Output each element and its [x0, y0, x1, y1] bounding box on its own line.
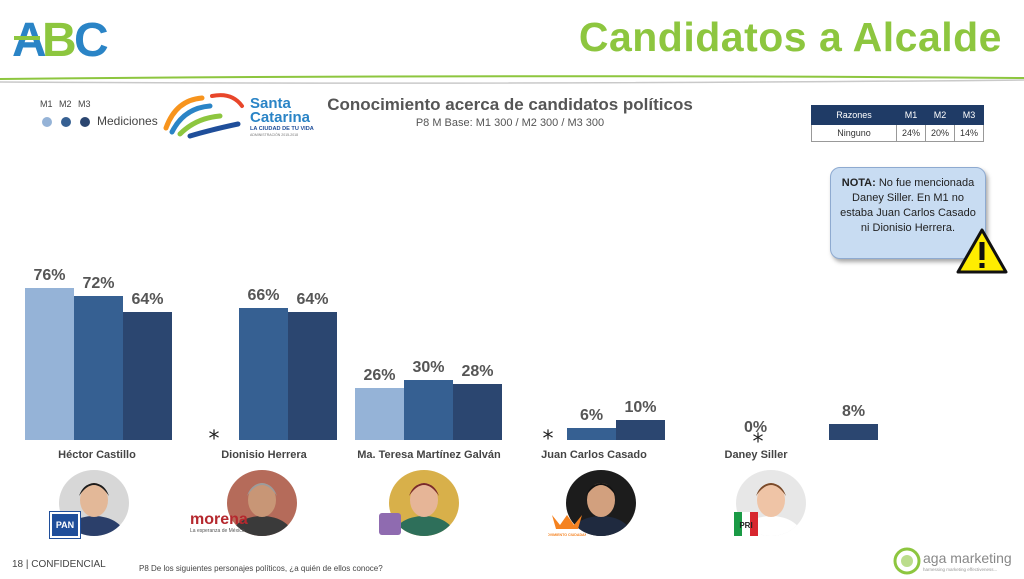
svg-text:C: C [74, 14, 109, 60]
reasons-cell: 24% [896, 124, 926, 142]
pri-party-logo: PRI [734, 512, 758, 536]
sponsor-line2: Catarina [250, 109, 311, 126]
data-label: 72% [82, 275, 114, 292]
asterisk-marker: * [753, 430, 764, 455]
sponsor-tagline: LA CIUDAD DE TU VIDA [250, 126, 314, 132]
bar-m3 [123, 312, 172, 440]
asterisk-marker: * [209, 427, 220, 452]
legend-m1-label: M1 [40, 99, 53, 109]
chart-title: Conocimiento acerca de candidatos políti… [327, 95, 693, 114]
reasons-header-0: Razones [811, 105, 897, 125]
reasons-table: Razones M1 M2 M3 Ninguno 24% 20% 14% [811, 105, 984, 142]
bar-m2 [239, 308, 288, 440]
category-label: Ma. Teresa Martínez Galván [357, 449, 501, 461]
bar-chart: 76% 72% 64% Héctor Castillo 66% 64% Dionisio H… [25, 267, 878, 461]
data-label: 10% [624, 399, 656, 416]
bar-m3 [829, 424, 878, 440]
mc-text: MOVIMIENTO CIUDADANO [548, 533, 586, 537]
legend-m1-dot [42, 117, 52, 127]
bar-m3 [453, 384, 502, 440]
bar-m2 [74, 296, 123, 440]
warning-icon [956, 228, 1008, 274]
page-number: 18 [12, 559, 24, 570]
data-label: 66% [247, 287, 279, 304]
svg-text:B: B [42, 14, 75, 60]
footer-page: 18 | CONFIDENCIAL [12, 559, 106, 570]
data-label: 26% [363, 367, 395, 384]
bar-m1 [355, 388, 404, 440]
data-label: 6% [580, 407, 603, 424]
sponsor-small: ADMINISTRACIÓN 2015-2018 [250, 132, 298, 137]
data-label: 64% [296, 291, 328, 308]
legend-m2-label: M2 [59, 99, 72, 109]
series-legend-dots [42, 114, 99, 132]
candidate-photo [566, 470, 636, 536]
reasons-header-2: M2 [925, 105, 955, 125]
reasons-header-3: M3 [954, 105, 984, 125]
legend-caption: Mediciones [97, 114, 158, 128]
pan-party-logo: PAN [49, 511, 81, 539]
santa-catarina-logo: Santa Catarina LA CIUDAD DE TU VIDA ADMI… [163, 93, 314, 139]
note-prefix: NOTA: [841, 177, 876, 189]
agency-name: aga marketing [923, 550, 1012, 566]
data-label: 64% [131, 291, 163, 308]
header-divider [0, 75, 1024, 84]
reasons-row: Ninguno 24% 20% 14% [811, 124, 984, 142]
morena-slogan: La esperanza de México [190, 528, 245, 534]
morena-party-logo: morena La esperanza de México [190, 511, 248, 535]
bar-m2 [404, 380, 453, 440]
abc-logo: A B C [12, 14, 109, 60]
bar-m2 [567, 428, 616, 440]
series-legend-labels: M1 M2 M3 [40, 99, 97, 109]
data-label: 30% [412, 359, 444, 376]
sponsor-line1: Santa [250, 95, 292, 112]
pri-text: PRI [739, 521, 752, 530]
data-label: 8% [842, 403, 865, 420]
aga-marketing-logo: aga marketing harnessing marketing effec… [893, 547, 1012, 575]
movimiento-ciudadano-logo: MOVIMIENTO CIUDADANO [548, 515, 586, 537]
category-label: Héctor Castillo [58, 449, 136, 461]
footer-question: P8 De los siguientes personajes político… [139, 564, 383, 573]
note-box: NOTA: No fue mencionada Daney Siller. En… [830, 167, 986, 259]
category-label: Dionisio Herrera [221, 449, 307, 461]
confidential-label: | CONFIDENCIAL [25, 559, 106, 570]
reasons-header-1: M1 [896, 105, 926, 125]
data-label: 28% [461, 363, 493, 380]
reasons-cell: Ninguno [811, 124, 897, 142]
data-label: 0% [744, 419, 767, 436]
bar-m3 [288, 312, 337, 440]
agency-tagline: harnessing marketing effectiveness... [923, 567, 997, 572]
chart-subtitle: P8 M Base: M1 300 / M2 300 / M3 300 [415, 117, 605, 129]
bar-m3 [616, 420, 665, 440]
bar-m1 [25, 288, 74, 440]
category-label: Juan Carlos Casado [541, 449, 647, 461]
data-label: 76% [33, 267, 65, 284]
reasons-cell: 20% [925, 124, 955, 142]
morena-wordmark: morena [190, 511, 248, 528]
note-text: No fue mencionada Daney Siller. En M1 no… [840, 177, 976, 234]
page-title: Candidatos a Alcalde [578, 14, 1002, 60]
asterisk-marker: * [543, 427, 554, 452]
candidate-photo [227, 470, 297, 536]
reasons-header-row: Razones M1 M2 M3 [811, 105, 984, 125]
reasons-cell: 14% [954, 124, 984, 142]
legend-m2-dot [61, 117, 71, 127]
party-logo-square [379, 513, 401, 535]
legend-m3-dot [80, 117, 90, 127]
category-label: Daney Siller [725, 449, 789, 461]
legend-m3-label: M3 [78, 99, 91, 109]
